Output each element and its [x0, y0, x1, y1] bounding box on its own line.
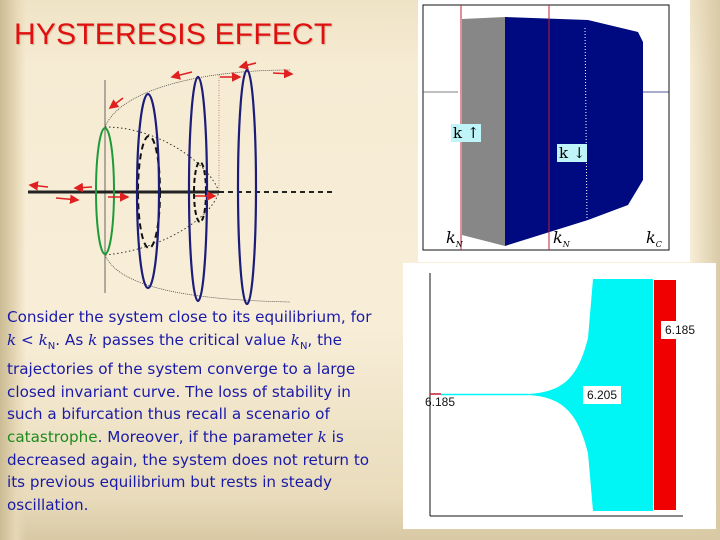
sub-N: N — [299, 340, 308, 352]
body-line-5: such a bifurcation thus recall a scenari… — [7, 405, 330, 424]
body-line-1: Consider the system close to its equilib… — [7, 308, 372, 326]
value-label-mid: 6.205 — [583, 386, 622, 404]
catastrophe-highlight: catastrophe — [7, 428, 98, 446]
kN-mid-label: kN — [553, 228, 570, 249]
body-line-7: decreased again, the system does not ret… — [7, 450, 370, 469]
body-line-6: catastrophe. Moreover, if the parameter … — [7, 426, 407, 449]
var-k: k — [7, 330, 17, 349]
text-is: is — [326, 428, 344, 446]
body-line-8: its previous equilibrium but rests in st… — [7, 473, 333, 492]
var-kN: k — [38, 330, 48, 349]
bifurcation-plot — [422, 4, 670, 251]
k-increasing-label: k ↑ — [451, 124, 482, 142]
k-symbol: k — [446, 228, 456, 247]
slide-left-shade — [0, 0, 26, 540]
slide-title: HYSTERESIS EFFECT — [14, 18, 333, 51]
body-paragraph: Consider the system close to its equilib… — [7, 306, 407, 516]
body-line-2: k < kN. As k passes the critical value k… — [7, 329, 407, 359]
body-line-3: trajectories of the system converge to a… — [7, 360, 356, 379]
time-series-chart: 6.185 6.205 6.185 — [403, 263, 716, 529]
kN-left-label: kN — [446, 228, 463, 249]
text-as: . As — [55, 330, 89, 349]
sub-C: C — [655, 240, 662, 250]
k-symbol: k — [646, 228, 656, 247]
sub-N: N — [562, 240, 570, 250]
body-line-9: oscillation. — [7, 495, 89, 514]
var-kN: k — [290, 330, 300, 349]
bifurcation-chart: k ↑ k ↓ kN kN kC — [418, 0, 690, 262]
var-k: k — [88, 330, 98, 349]
value-label-left: 6.185 — [425, 395, 456, 409]
sub-N: N — [455, 240, 463, 250]
body-line-4: closed invariant curve. The loss of stab… — [7, 382, 351, 401]
value-label-right: 6.185 — [661, 321, 700, 339]
text-the: , the — [307, 330, 343, 349]
text-moreover: . Moreover, if the parameter — [97, 428, 318, 446]
less-than: < — [16, 330, 39, 349]
var-k: k — [317, 428, 327, 446]
k-decreasing-label: k ↓ — [557, 144, 588, 162]
hysteresis-diagram — [28, 60, 335, 305]
k-symbol: k — [553, 228, 563, 247]
text-passes: passes the critical value — [97, 330, 291, 349]
sub-N: N — [47, 340, 56, 352]
kC-label: kC — [646, 228, 662, 249]
